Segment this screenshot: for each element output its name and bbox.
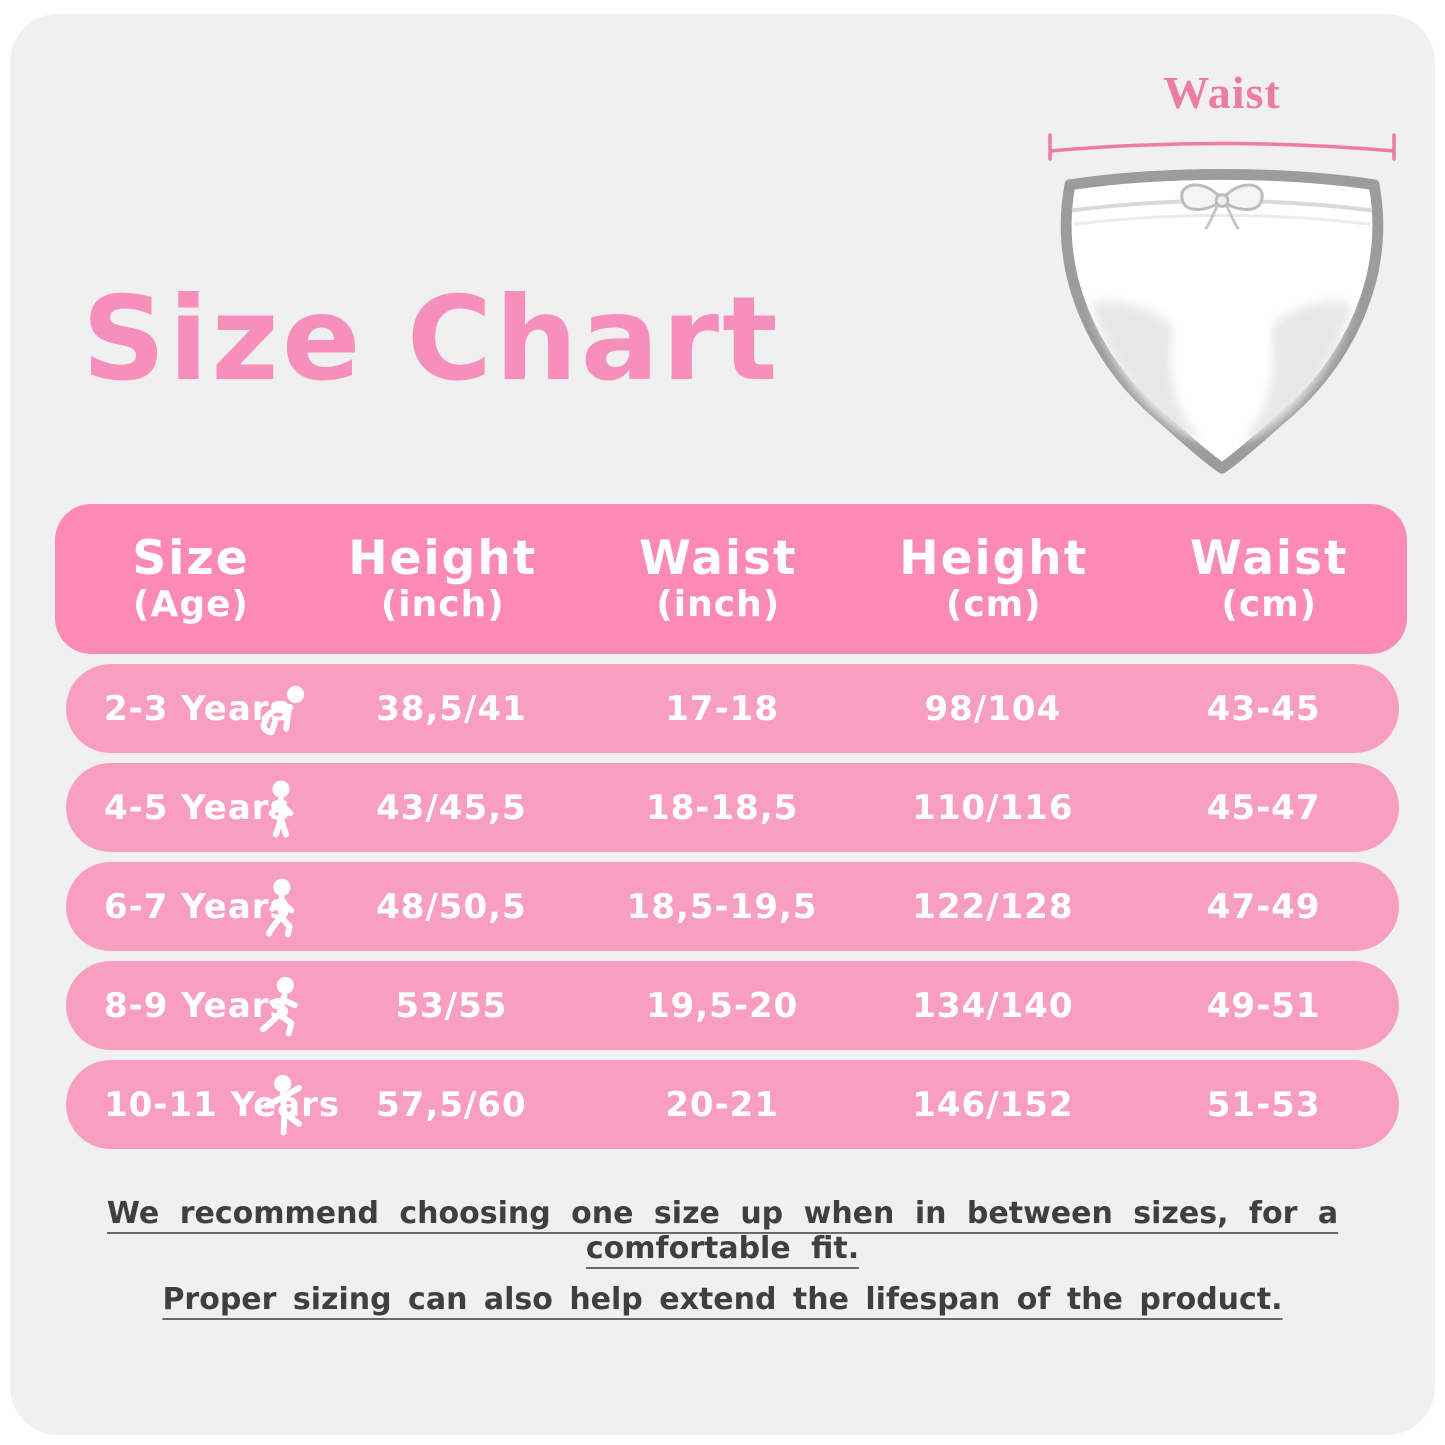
- age-label: 4-5 Years: [104, 787, 291, 828]
- header-waist-inch: Waist (inch): [581, 530, 857, 626]
- waist-measure-arrow-icon: [1048, 133, 1396, 161]
- table-row-10-11-years: 10-11 Years 57,5/60 20-21 146/152 51-53: [66, 1060, 1399, 1149]
- age-label: 10-11 Years: [104, 1084, 341, 1125]
- underwear-briefs-icon: [1060, 168, 1384, 474]
- age-label: 6-7 Years: [104, 886, 291, 927]
- table-row-6-7-years: 6-7 Years 48/50,5 18,5-19,5 122/128 47-4…: [66, 862, 1399, 951]
- height-inch-value: 48/50,5: [376, 886, 527, 927]
- waist-inch-value: 19,5-20: [645, 985, 799, 1026]
- table-row-4-5-years: 4-5 Years 43/45,5 18-18,5 110/116 45-47: [66, 763, 1399, 852]
- standing-toddler-icon: [246, 776, 316, 840]
- height-cm-value: 98/104: [924, 688, 1062, 729]
- header-label: Height: [899, 530, 1089, 586]
- page-title: Size Chart: [82, 272, 781, 407]
- height-cm-value: 134/140: [912, 985, 1074, 1026]
- note-lifespan: Proper sizing can also help extend the l…: [162, 1282, 1283, 1317]
- waist-cm-value: 51-53: [1206, 1084, 1321, 1125]
- age-label: 2-3 Years: [104, 688, 291, 729]
- crawling-baby-icon: [246, 677, 316, 741]
- waist-cm-value: 43-45: [1206, 688, 1321, 729]
- waist-cm-value: 49-51: [1206, 985, 1321, 1026]
- waist-inch-value: 18,5-19,5: [626, 886, 818, 927]
- height-cm-value: 146/152: [912, 1084, 1074, 1125]
- header-size-age: Size (Age): [55, 530, 305, 626]
- dancing-child-icon: [246, 1073, 316, 1137]
- header-label: Height: [348, 530, 538, 586]
- height-inch-value: 57,5/60: [376, 1084, 527, 1125]
- height-cm-value: 122/128: [912, 886, 1074, 927]
- header-label: Waist: [1190, 530, 1349, 586]
- header-height-inch: Height (inch): [305, 530, 581, 626]
- header-sublabel: (cm): [945, 584, 1042, 626]
- walking-child-icon: [246, 875, 316, 939]
- header-sublabel: (Age): [133, 584, 249, 626]
- waist-cm-value: 45-47: [1206, 787, 1321, 828]
- waist-inch-value: 20-21: [665, 1084, 779, 1125]
- header-label: Waist: [639, 530, 798, 586]
- age-label: 8-9 Years: [104, 985, 291, 1026]
- height-inch-value: 38,5/41: [376, 688, 527, 729]
- waist-cm-value: 47-49: [1206, 886, 1321, 927]
- waist-measure-label: Waist: [1163, 67, 1281, 118]
- table-header-row: Size (Age) Height (inch) Waist (inch) He…: [55, 504, 1407, 654]
- header-sublabel: (cm): [1221, 584, 1318, 626]
- running-child-icon: [246, 974, 316, 1038]
- height-cm-value: 110/116: [912, 787, 1074, 828]
- card-background: Size Chart Waist: [10, 14, 1435, 1435]
- underwear-illustration: Waist: [1032, 66, 1412, 481]
- header-sublabel: (inch): [380, 584, 505, 626]
- note-size-up: We recommend choosing one size up when i…: [106, 1196, 1339, 1266]
- bow-icon: [1180, 183, 1264, 230]
- table-row-2-3-years: 2-3 Years 38,5/41 17-18 98/104 43-45: [66, 664, 1399, 753]
- header-height-cm: Height (cm): [856, 530, 1132, 626]
- height-inch-value: 53/55: [395, 985, 508, 1026]
- waist-inch-value: 18-18,5: [645, 787, 799, 828]
- header-sublabel: (inch): [656, 584, 781, 626]
- waist-inch-value: 17-18: [665, 688, 779, 729]
- height-inch-value: 43/45,5: [376, 787, 527, 828]
- header-waist-cm: Waist (cm): [1132, 530, 1408, 626]
- header-label: Size: [132, 530, 250, 586]
- table-row-8-9-years: 8-9 Years 53/55 19,5-20 134/140 49-51: [66, 961, 1399, 1050]
